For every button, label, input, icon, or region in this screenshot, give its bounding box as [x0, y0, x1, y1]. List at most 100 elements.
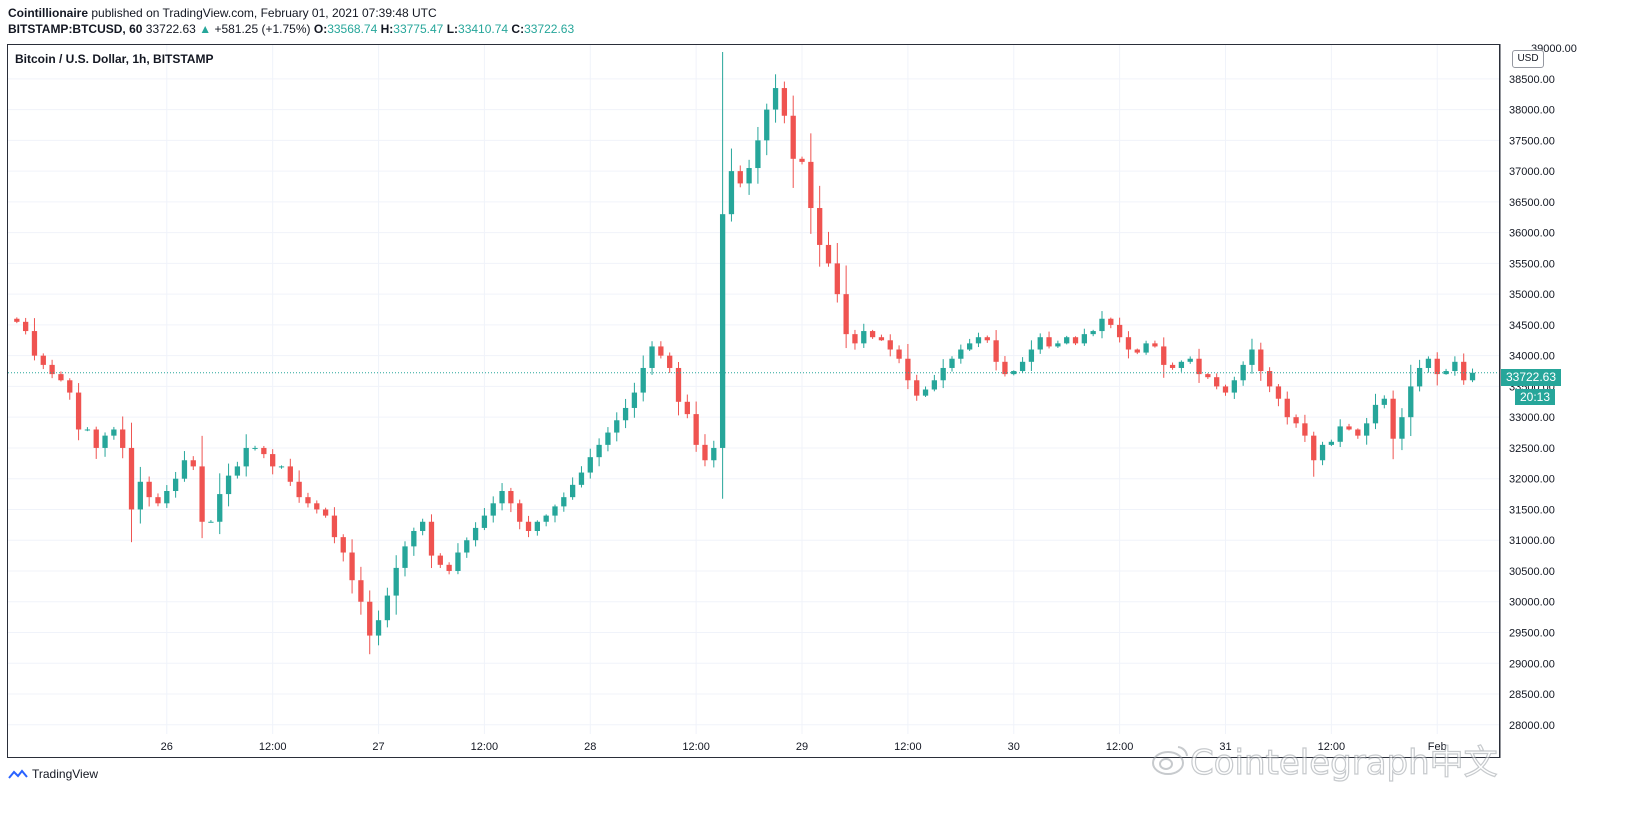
candle-body: [181, 460, 188, 479]
candle-body: [1275, 386, 1282, 399]
candle-body: [719, 214, 726, 448]
candle-body: [1161, 346, 1167, 365]
candle-body: [958, 349, 964, 359]
candle-body: [587, 457, 593, 473]
watermark-text: Cointelegraph中文: [1189, 742, 1498, 783]
y-tick-label: 32000.00: [1509, 474, 1555, 486]
candle-body: [1302, 423, 1308, 436]
candle-body: [1355, 429, 1361, 436]
symbol-label: BITSTAMP:BTCUSD, 60: [8, 22, 143, 36]
candle-body: [1372, 404, 1379, 424]
x-tick-label: 12:00: [1106, 741, 1134, 753]
low-label: L:: [446, 22, 459, 36]
candle-body: [314, 503, 320, 510]
candle-body: [1240, 364, 1246, 381]
candle-body: [261, 447, 267, 455]
y-tick-label: 36000.00: [1509, 228, 1555, 240]
candle-body: [278, 466, 285, 468]
candle-body: [799, 158, 805, 162]
candle-body: [128, 447, 135, 510]
candle-body: [375, 620, 382, 636]
y-tick-label: 37000.00: [1509, 166, 1555, 178]
chart-title: Bitcoin / U.S. Dollar, 1h, BITSTAMP: [15, 52, 214, 66]
bar-countdown-label: 20:13: [1515, 389, 1555, 405]
candle-body: [711, 447, 717, 461]
up-arrow-icon: ▲: [199, 22, 212, 36]
candle-body: [1187, 358, 1193, 362]
candle-body: [1249, 349, 1255, 365]
candle-body: [578, 472, 585, 485]
candle-body: [622, 407, 629, 421]
x-tick-label: 12:00: [259, 741, 287, 753]
candle-body: [878, 337, 885, 341]
candle-body: [1434, 358, 1440, 375]
candle-body: [561, 497, 567, 507]
candle-body: [967, 343, 973, 350]
candle-body: [790, 115, 796, 159]
candle-body: [1452, 361, 1458, 372]
candle-body: [975, 337, 982, 344]
candle-body: [1408, 386, 1414, 418]
candle-body: [737, 171, 743, 184]
candle-body: [464, 540, 470, 553]
candle-body: [1134, 349, 1140, 353]
candle-body: [1143, 343, 1149, 353]
candle-body: [402, 546, 408, 568]
candle-body: [1443, 371, 1449, 375]
candle-body: [1346, 426, 1352, 430]
published-text: published on TradingView.com, February 0…: [91, 6, 437, 20]
candle-body: [543, 515, 549, 522]
candle-body: [1258, 349, 1264, 372]
open-label: O:: [313, 22, 328, 36]
candle-body: [667, 355, 673, 368]
x-tick-label: 12:00: [894, 741, 922, 753]
change-text: +581.25 (+1.75%): [214, 22, 311, 36]
x-tick-label: 28: [584, 741, 596, 753]
candle-body: [640, 367, 646, 393]
candle-body: [322, 509, 329, 516]
candle-body: [614, 420, 620, 433]
candle-body: [111, 429, 117, 436]
candle-body: [102, 435, 108, 448]
y-tick-label: 28500.00: [1509, 689, 1555, 701]
candle-body: [1311, 435, 1317, 461]
candle-body: [1064, 337, 1070, 344]
candle-body: [1178, 361, 1185, 368]
candle-body: [349, 552, 355, 581]
candle-body: [252, 447, 258, 449]
candle-body: [1090, 331, 1096, 335]
currency-badge[interactable]: USD: [1512, 50, 1544, 68]
candle-body: [1319, 444, 1326, 461]
candle-body: [1461, 361, 1467, 381]
high-value: 33775.47: [393, 22, 444, 36]
candle-body: [843, 294, 849, 335]
y-tick-label: 29500.00: [1509, 627, 1555, 639]
candle-body: [552, 506, 558, 516]
y-tick-label: 31000.00: [1509, 535, 1555, 547]
candle-body: [367, 601, 373, 636]
candle-body: [808, 161, 814, 209]
candle-body: [1337, 426, 1343, 442]
candle-body: [420, 521, 426, 531]
tradingview-logo[interactable]: TradingView: [8, 767, 98, 781]
low-value: 33410.74: [458, 22, 509, 36]
candle-body: [605, 432, 611, 445]
candle-body: [446, 564, 452, 571]
x-tick-label: 12:00: [682, 741, 710, 753]
candle-body: [631, 392, 638, 408]
candle-body: [120, 429, 126, 448]
candle-body: [517, 503, 523, 522]
cointelegraph-watermark: Cointelegraph中文: [1150, 735, 1498, 784]
candle-body: [172, 478, 179, 492]
candle-body: [1416, 367, 1423, 387]
candle-body: [949, 358, 955, 368]
candle-body: [1028, 349, 1035, 362]
x-tick-label: 12:00: [1318, 741, 1346, 753]
candle-body: [1284, 398, 1290, 418]
candle-body: [1381, 398, 1387, 405]
candle-body: [234, 466, 241, 476]
y-tick-label: 31500.00: [1509, 504, 1555, 516]
candle-body: [490, 503, 496, 516]
candle-body: [1046, 337, 1052, 347]
